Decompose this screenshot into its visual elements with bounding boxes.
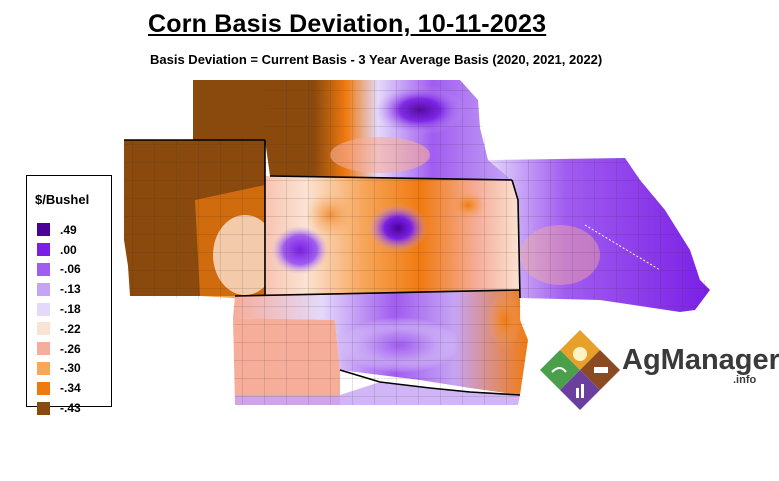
logo-text: AgManager: [622, 344, 779, 376]
legend-swatch: [37, 302, 50, 316]
agmanager-logo-icon: [540, 330, 620, 410]
state-borders: [124, 139, 521, 396]
county-grid: [124, 80, 710, 405]
legend-swatch: [37, 322, 50, 336]
legend-item: .00: [37, 240, 81, 260]
legend-item: -.18: [37, 299, 81, 319]
legend-item: -.06: [37, 260, 81, 280]
legend-item: -.22: [37, 319, 81, 339]
legend-swatch: [37, 223, 50, 237]
map-legend: $/Bushel .49 .00 -.06 -.13 -.18 -.22 -.26 -.30 -…: [26, 175, 112, 415]
legend-label: -.43: [60, 401, 81, 416]
legend-swatch: [37, 361, 50, 375]
legend-label: -.13: [60, 282, 81, 297]
legend-item: -.30: [37, 359, 81, 379]
legend-label: .49: [60, 222, 77, 237]
legend-swatch: [37, 381, 50, 395]
legend-item: -.13: [37, 279, 81, 299]
legend-label: -.26: [60, 341, 81, 356]
legend-label: -.06: [60, 262, 81, 277]
legend-swatch: [37, 401, 50, 415]
legend-label: -.30: [60, 361, 81, 376]
legend-label: -.18: [60, 302, 81, 317]
legend-label: -.22: [60, 321, 81, 336]
legend-swatch: [37, 342, 50, 356]
legend-item: -.26: [37, 339, 81, 359]
legend-title: $/Bushel: [35, 192, 90, 207]
agmanager-logo: AgManager .info: [540, 330, 779, 410]
legend-item: .49: [37, 220, 81, 240]
map-subtitle: Basis Deviation = Current Basis - 3 Year…: [150, 52, 603, 67]
legend-swatch: [37, 243, 50, 257]
legend-swatch: [37, 262, 50, 276]
legend-label: -.34: [60, 381, 81, 396]
legend-item: -.43: [37, 398, 81, 418]
logo-suffix: .info: [733, 374, 757, 386]
map-title: Corn Basis Deviation, 10-11-2023: [148, 10, 547, 38]
legend-item: -.34: [37, 378, 81, 398]
legend-swatch: [37, 282, 50, 296]
legend-label: .00: [60, 242, 77, 257]
legend-items: .49 .00 -.06 -.13 -.18 -.22 -.26 -.30 -.34 -.43: [37, 220, 81, 418]
